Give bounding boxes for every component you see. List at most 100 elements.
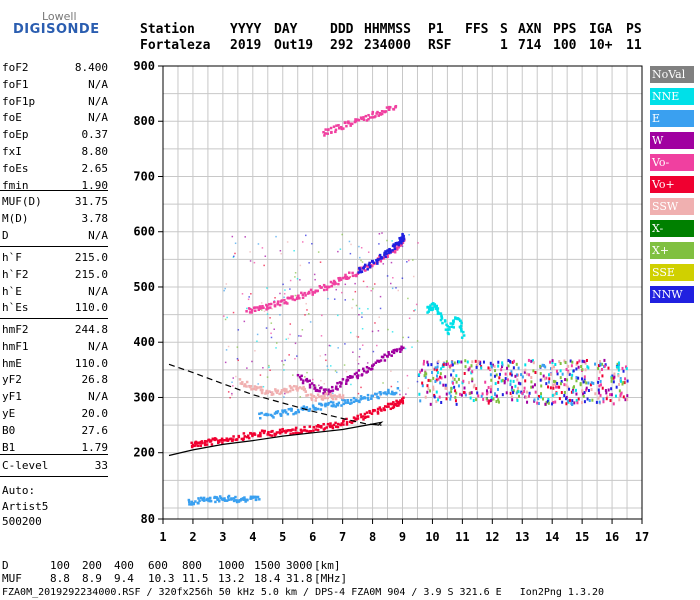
sparse-point: [344, 343, 346, 345]
trace-point: [383, 253, 386, 257]
trace-point: [257, 308, 261, 312]
trace-point: [221, 441, 224, 444]
cloud-point: [517, 390, 520, 394]
trace-point: [400, 348, 403, 351]
cloud-point: [575, 362, 578, 366]
trace-point: [380, 112, 384, 116]
cloud-point: [590, 381, 593, 385]
trace-point: [390, 392, 393, 396]
cloud-point: [570, 364, 573, 368]
cloud-point: [487, 385, 490, 389]
trace-point: [302, 406, 306, 410]
sparse-point: [231, 394, 233, 396]
cloud-point: [427, 387, 430, 391]
param-value: N/A: [88, 284, 108, 298]
trace-point: [207, 499, 210, 502]
trace-point: [310, 394, 314, 397]
sparse-point: [345, 370, 348, 373]
param-row-ye: yE 20.0: [2, 406, 108, 422]
cloud-point: [450, 390, 453, 394]
sparse-point: [224, 318, 227, 321]
trace-point: [396, 241, 399, 245]
cloud-point: [613, 375, 616, 379]
cloud-point: [495, 373, 498, 377]
trace-point: [295, 385, 298, 388]
cloud-point: [428, 389, 431, 393]
sparse-point: [260, 302, 263, 304]
sparse-point: [320, 335, 323, 337]
cloud-point: [487, 401, 490, 405]
trace-point: [217, 439, 220, 442]
trace-point: [334, 282, 337, 285]
trace-point: [388, 249, 392, 253]
trace-point: [335, 395, 339, 398]
footer-value: 600: [148, 559, 168, 572]
cloud-point: [484, 380, 487, 384]
cloud-point: [531, 359, 534, 363]
sparse-point: [367, 308, 369, 310]
trace-point: [434, 305, 438, 308]
trace-point: [374, 115, 377, 118]
cloud-point: [452, 369, 455, 373]
trace-point: [347, 276, 351, 280]
cloud-point: [506, 366, 509, 370]
trace-point: [399, 399, 402, 402]
sparse-point: [246, 307, 248, 310]
trace-point: [371, 364, 374, 368]
trace-point: [323, 394, 326, 398]
trace-point: [351, 271, 354, 275]
sparse-point: [279, 314, 281, 316]
cloud-point: [570, 376, 573, 380]
trace-point: [240, 497, 243, 501]
trace-point: [339, 125, 343, 129]
cloud-point: [601, 362, 604, 366]
sparse-point: [361, 312, 363, 314]
trace-point: [448, 328, 451, 331]
trace-point: [218, 495, 222, 498]
sparse-point: [361, 344, 364, 346]
trace-point: [310, 382, 314, 385]
sparse-point: [265, 327, 268, 329]
trace-point: [256, 306, 259, 309]
trace-point: [249, 432, 253, 435]
trace-point: [254, 495, 258, 499]
trace-point: [342, 423, 345, 426]
param-value: 26.8: [81, 373, 109, 387]
cloud-point: [577, 365, 580, 369]
trace-point: [353, 372, 357, 376]
x-tick-label: 1: [159, 530, 166, 544]
trace-point: [342, 398, 345, 402]
trace-point: [276, 410, 280, 413]
footer-file-line: FZA0M_2019292234000.RSF / 320fx256h 50 k…: [2, 587, 605, 598]
cloud-point: [482, 397, 485, 401]
param-row-foes: foEs 2.65: [2, 161, 108, 177]
trace-point: [366, 396, 369, 400]
cloud-point: [421, 384, 424, 388]
trace-point: [199, 444, 203, 447]
trace-point: [462, 330, 465, 334]
trace-point: [451, 322, 455, 326]
cloud-point: [555, 392, 558, 396]
trace-point: [221, 498, 225, 501]
sparse-point: [416, 380, 419, 383]
cloud-point: [485, 397, 488, 401]
cloud-point: [606, 395, 609, 399]
trace-point: [249, 384, 253, 388]
cloud-point: [563, 359, 566, 363]
sparse-point: [399, 393, 401, 396]
cloud-point: [527, 358, 530, 362]
cloud-point: [610, 376, 613, 380]
trace-point: [224, 499, 227, 502]
cloud-point: [440, 376, 443, 380]
sparse-point: [306, 309, 308, 311]
cloud-point: [440, 367, 443, 371]
trace-point: [331, 282, 335, 285]
cloud-point: [563, 390, 566, 394]
trace-point: [370, 397, 373, 400]
cloud-point: [530, 385, 533, 389]
param-label: B0: [2, 423, 16, 437]
trace-point: [402, 396, 405, 399]
sparse-point: [352, 298, 354, 301]
sparse-point: [266, 376, 269, 378]
trace-point: [440, 314, 443, 318]
